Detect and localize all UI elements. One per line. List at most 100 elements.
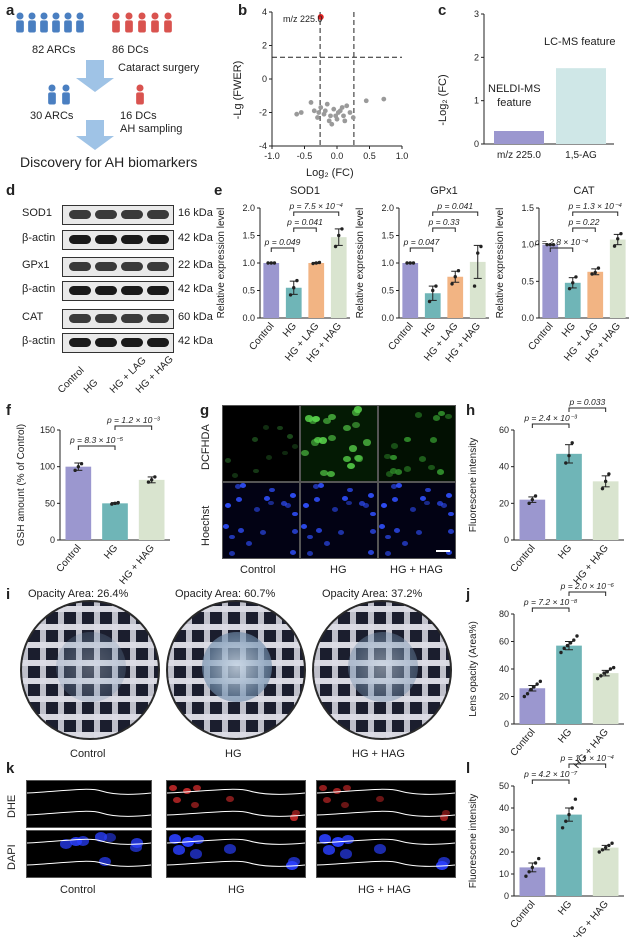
significance-bracket <box>531 423 570 428</box>
cell-blob <box>346 500 353 506</box>
cell-blob <box>319 469 328 477</box>
volcano-ylabel: -Lg (FWER) <box>232 60 244 120</box>
blot-band <box>121 210 143 219</box>
blot-label: β-actin <box>22 232 56 244</box>
data-point <box>611 665 616 670</box>
data-point <box>571 281 575 285</box>
blot-band <box>121 262 143 271</box>
y-tick-label: 20 <box>499 847 509 857</box>
cell-blob <box>368 492 375 498</box>
panel-label-f: f <box>6 402 11 419</box>
data-point <box>294 111 300 117</box>
data-point <box>344 103 350 109</box>
significance-bracket <box>568 407 607 412</box>
cell-blob <box>95 832 108 842</box>
cell-blob <box>442 809 451 817</box>
data-point <box>153 475 157 479</box>
x-tick-label: HG <box>560 321 578 340</box>
data-point <box>596 266 601 270</box>
chart-title: CAT <box>573 185 594 197</box>
cell-blob <box>367 550 374 556</box>
data-point <box>314 261 318 265</box>
person-icon <box>151 12 159 20</box>
cell-blob <box>168 784 177 792</box>
data-point <box>456 269 461 273</box>
k-col-hghag: HG + HAG <box>358 884 411 896</box>
outline-line <box>27 788 151 795</box>
y-tick-label: 0.5 <box>242 286 255 296</box>
cell-blob <box>276 425 283 431</box>
dhe-label: DHE <box>6 794 18 818</box>
cell-blob <box>290 814 298 821</box>
data-point <box>573 797 578 801</box>
data-point <box>318 105 324 110</box>
dcfhda-hghag-image <box>378 405 456 482</box>
cell-blob <box>259 530 266 535</box>
sampling-label: AH sampling <box>120 123 183 135</box>
cell-blob <box>332 788 341 795</box>
outline-line <box>27 810 151 817</box>
data-point <box>116 500 120 505</box>
data-point <box>340 227 344 231</box>
data-point <box>292 286 296 290</box>
outline-line <box>317 788 455 795</box>
opacity-hghag: Opacity Area: 37.2% <box>322 588 423 600</box>
cell-blob <box>414 412 422 419</box>
person-icon <box>62 84 70 92</box>
dapi-control-image <box>26 830 152 878</box>
p-value: p = 2.0 × 10⁻⁶ <box>560 581 615 591</box>
lcms-label: LC-MS feature <box>544 36 616 48</box>
cell-blob <box>172 845 185 855</box>
x-tick-label: -1.0 <box>264 151 280 161</box>
cell-blob <box>342 785 351 792</box>
data-point <box>567 453 571 458</box>
x-tick-label: HG <box>281 321 299 340</box>
person-icon <box>52 20 60 33</box>
outline-line <box>27 860 151 867</box>
cell-blob <box>352 421 361 429</box>
kda-label: 42 kDa <box>178 232 213 244</box>
data-point <box>590 272 594 276</box>
x-tick-label: m/z 225.0 <box>497 150 541 161</box>
cell-blob <box>385 551 392 556</box>
cell-blob <box>229 534 236 540</box>
p-value: p = 0.041 <box>286 217 323 227</box>
person-icon <box>136 92 144 105</box>
hoechst-hg-image <box>300 482 378 559</box>
x-tick-label: HG + HAG <box>572 899 611 937</box>
data-point <box>599 674 603 678</box>
dcfhda-hg-image <box>300 405 378 482</box>
data-point <box>564 819 568 823</box>
bar <box>308 263 325 318</box>
blot-band <box>147 262 169 271</box>
cell-blob <box>232 473 239 478</box>
data-point <box>603 845 608 850</box>
data-point <box>317 260 322 265</box>
y-tick-label: 1.5 <box>381 231 394 241</box>
blot-actin <box>62 230 174 250</box>
bar <box>447 276 464 318</box>
cell-blob <box>409 506 416 512</box>
cell-blob <box>374 844 387 854</box>
data-point <box>333 113 339 119</box>
data-point <box>363 98 369 104</box>
bar <box>424 293 441 318</box>
cell-blob <box>264 496 271 502</box>
blot-label: CAT <box>22 311 44 323</box>
cell-blob <box>401 541 408 547</box>
data-point <box>341 113 346 119</box>
data-point <box>337 233 341 238</box>
cell-blob <box>239 483 246 489</box>
data-point <box>538 679 543 684</box>
cell-blob <box>282 450 289 456</box>
blot-band <box>147 314 169 323</box>
p-value: p = 0.033 <box>568 397 605 407</box>
hoechst-control-image <box>222 482 300 559</box>
blot-sod1 <box>62 205 174 225</box>
x-tick-label: HG <box>420 321 438 340</box>
bar <box>102 503 128 540</box>
p-value: p = 0.22 <box>568 217 600 227</box>
p-value: p = 4.2 × 10⁻⁷ <box>523 769 578 779</box>
person-icon <box>136 84 144 92</box>
